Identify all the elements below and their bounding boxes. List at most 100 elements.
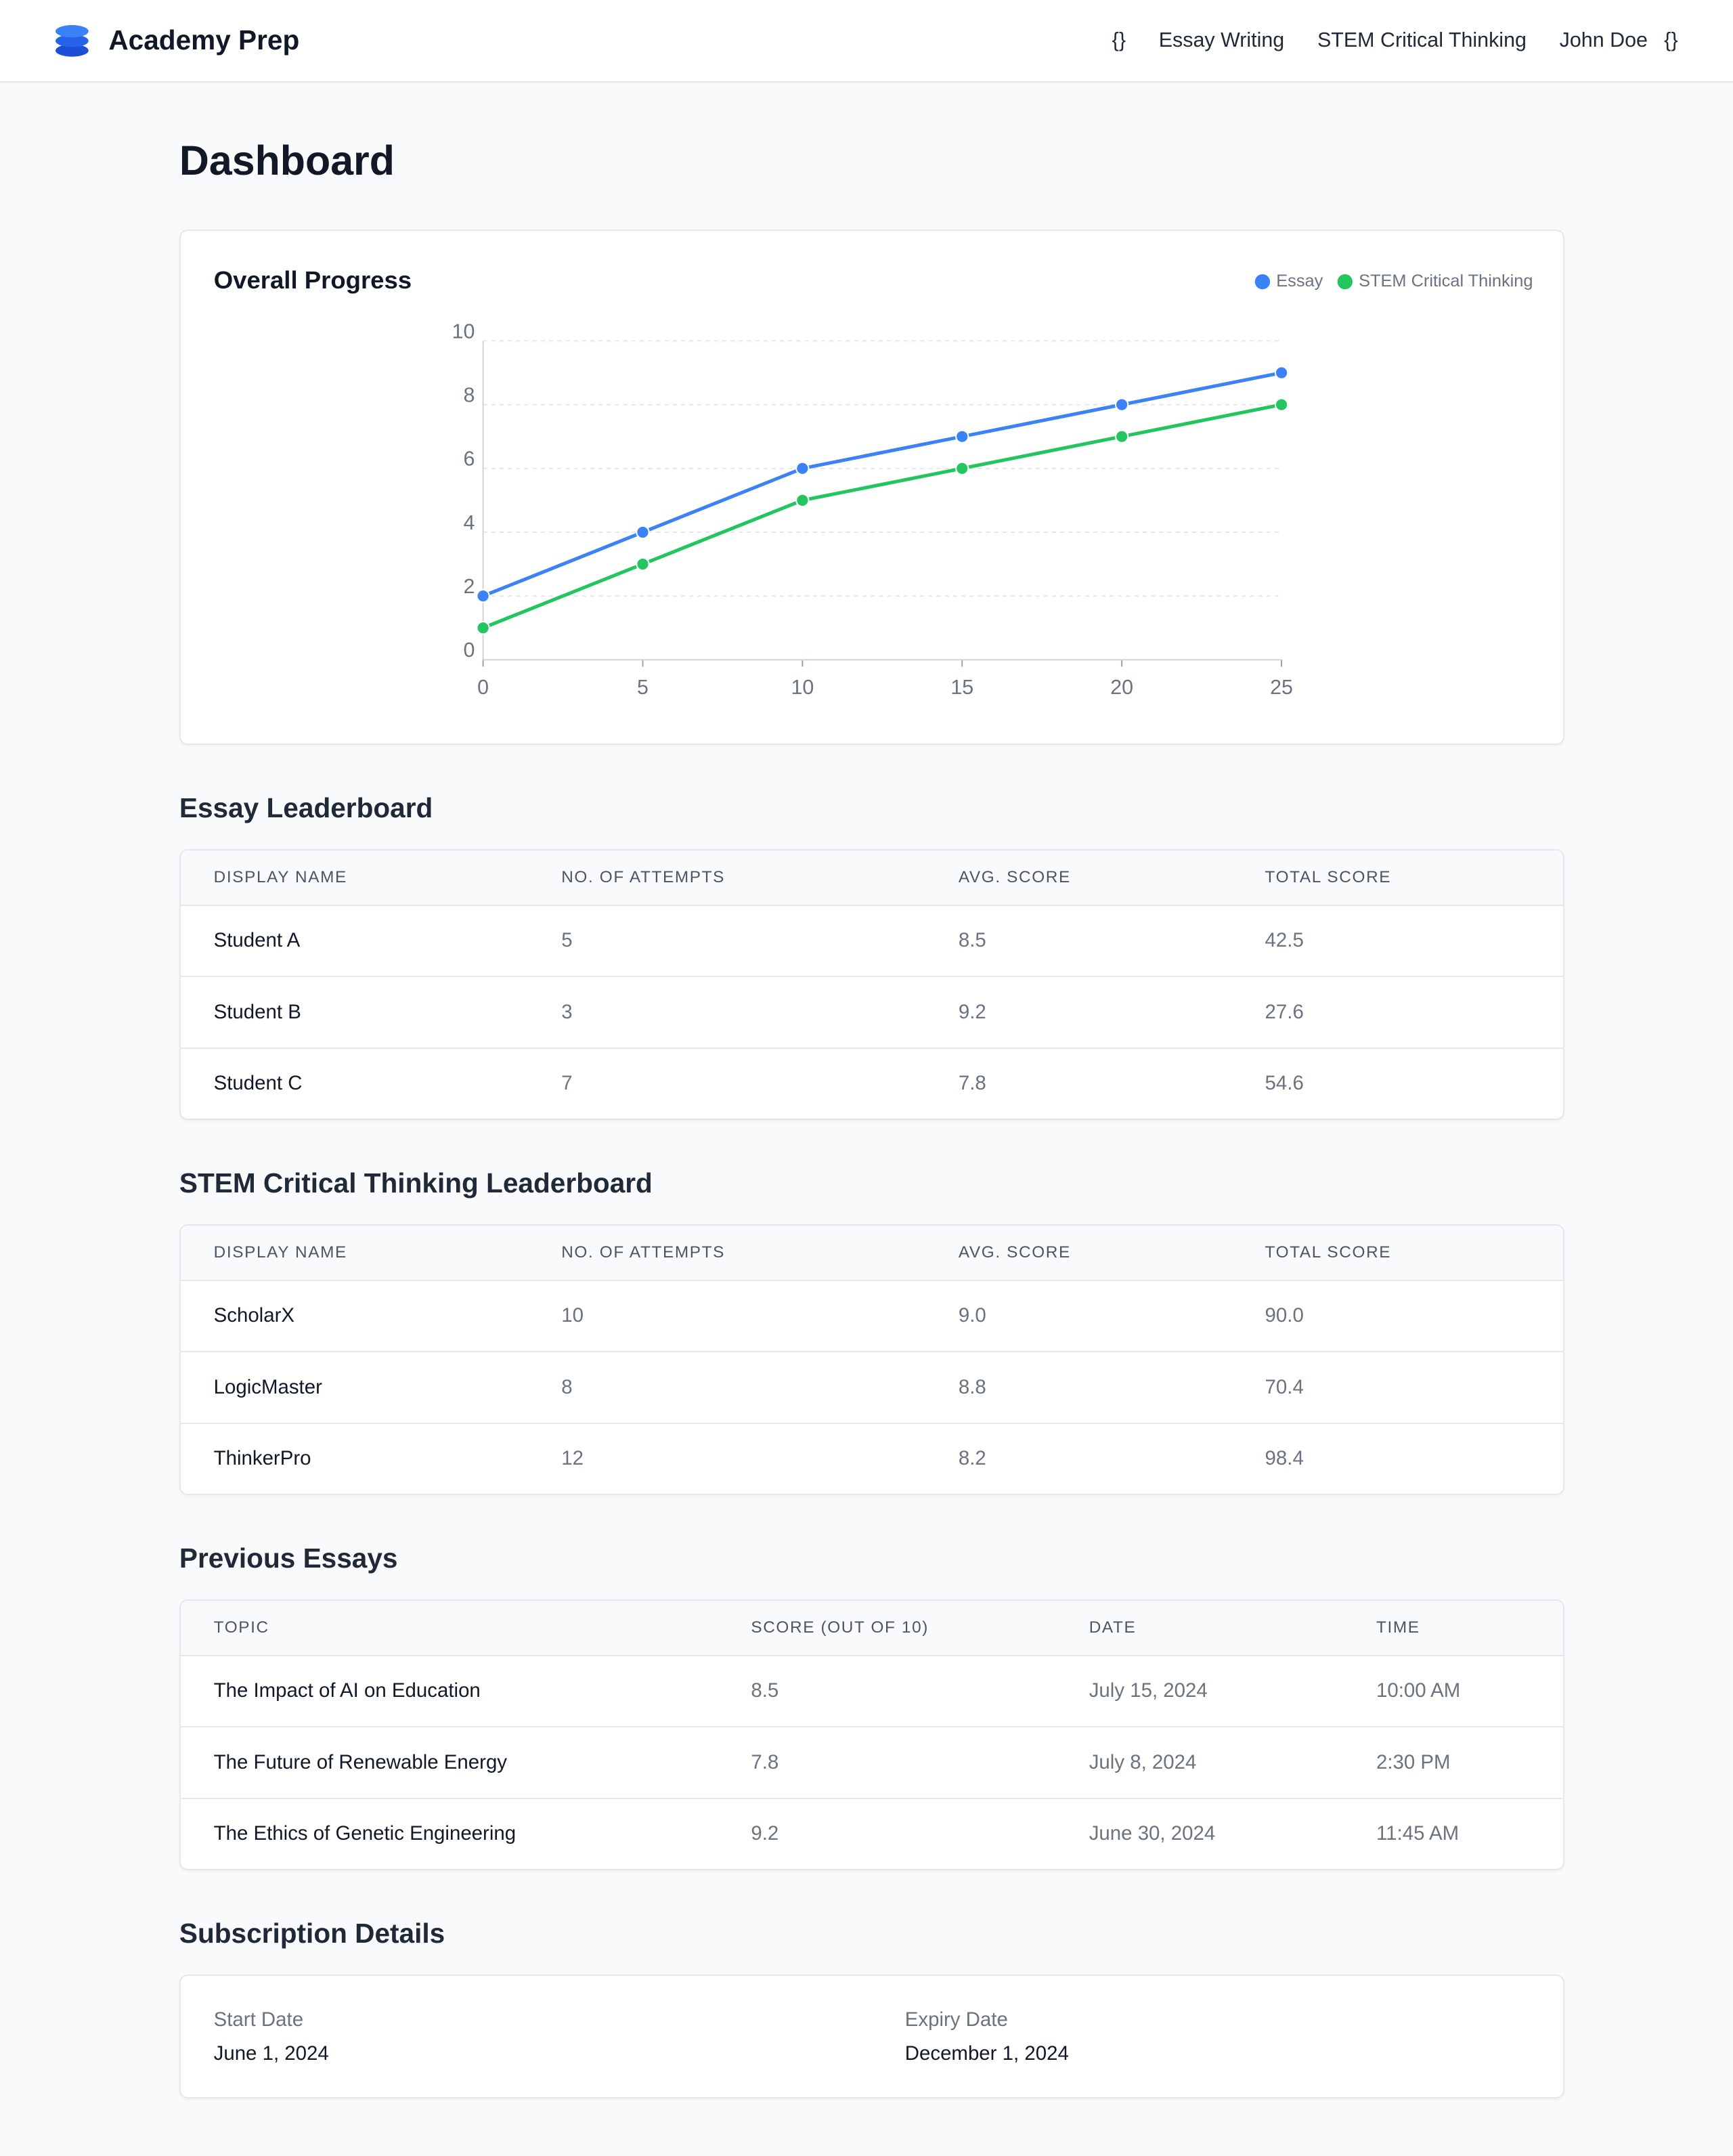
field-value: June 1, 2024 [213,2042,329,2065]
column-header: Time [1343,1601,1564,1656]
table-cell: ScholarX [213,1304,295,1327]
subscription-card: Start Date June 1, 2024 Expiry Date Decembe… [179,1975,1565,2098]
legend-swatch [1337,274,1353,290]
column-header: Avg. Score [925,1226,1232,1281]
table-row: Student A 5 8.5 42.5 [181,905,1563,977]
table-cell: 9.2 [718,1797,1056,1870]
legend-label: STEM Critical Thinking [1359,272,1533,290]
nav: {} Essay Writing STEM Critical Thinking Joh… [1079,28,1678,52]
x-tick-label: 25 [1270,676,1293,699]
table-cell: Student B [180,976,529,1048]
table-cell: 3 [528,976,926,1048]
column-header: Topic [180,1601,718,1656]
table-cell: The Impact of AI on Education [213,1679,481,1702]
subscription-field: Expiry Date December 1, 2024 [872,2008,1563,2065]
main: Dashboard Overall Progress 0 2 4 6 8 10 0 5 10 15… [179,136,1565,2098]
table: Display Name No. of Attempts Avg. Score Tot… [180,1226,1564,1494]
x-tick-label: 20 [1110,676,1133,699]
table-cell: 54.6 [1231,1047,1564,1119]
table-cell: July 15, 2024 [1089,1679,1208,1702]
table-cell: 8.8 [925,1351,1232,1423]
table-cell: 10:00 AM [1376,1679,1461,1702]
y-tick-label: 2 [463,575,475,598]
x-tick-label: 10 [791,676,814,699]
table-cell: 90.0 [1265,1304,1304,1327]
field-value: December 1, 2024 [904,2042,1069,2065]
nav-item[interactable]: John Doe [1559,28,1648,52]
table-card: Display Name No. of Attempts Avg. Score Tot… [179,1224,1565,1496]
nav-item[interactable]: Essay Writing [1158,28,1285,52]
chart: Overall Progress 0 2 4 6 8 10 0 5 10 15 20 25 STEM C… [214,266,1533,699]
table-cell: 9.2 [925,976,1232,1048]
table-cell: 7.8 [925,1047,1232,1119]
table-cell: Student A [213,929,301,952]
y-tick-label: 0 [463,639,475,662]
nav-item[interactable]: {} [1664,28,1678,52]
data-point [795,461,810,475]
data-point [1114,429,1129,444]
table-cell: LogicMaster [180,1351,529,1423]
table-head: Display Name No. of Attempts Avg. Score Tot… [180,850,1564,906]
data-point [795,493,810,507]
data-point [476,621,490,635]
table-cell: 12 [528,1422,926,1494]
table-body: Student A 5 8.5 42.5 Student B 3 9.2 27.6 Studen… [180,905,1564,1119]
section-title: Previous Essays [179,1543,398,1574]
table-row: ScholarX 10 9.0 90.0 [181,1280,1563,1352]
data-point [476,588,490,603]
x-tick-label: 0 [477,676,489,699]
table-row: Student B 3 9.2 27.6 [180,976,1564,1048]
section-title: STEM Critical Thinking Leaderboard [179,1167,653,1199]
table-row: Student C 7 7.8 54.6 [180,1047,1564,1119]
table-cell: 2:30 PM [1343,1726,1564,1798]
subscription-field: Start Date June 1, 2024 [181,2008,872,2065]
table-cell: 7.8 [718,1726,1056,1798]
table-card: Display Name No. of Attempts Avg. Score Tot… [179,849,1565,1121]
table-row: The Impact of AI on Education 8.5 July 15,… [181,1656,1563,1727]
column-header: Score (out of 10) [718,1601,1056,1656]
column-header: Display Name [180,850,529,906]
table: Display Name No. of Attempts Avg. Score Tot… [180,850,1564,1119]
table-head: Topic Score (out of 10) Date Time [180,1601,1564,1656]
data-point [636,557,650,572]
table-cell: 5 [561,929,573,952]
column-header: Avg. Score [925,850,1232,906]
table-card: Topic Score (out of 10) Date Time The Impact… [179,1599,1565,1871]
table-cell: The Ethics of Genetic Engineering [180,1797,718,1870]
data-point [955,461,969,475]
table-cell: Student C [180,1047,529,1119]
table-row: The Future of Renewable Energy 7.8 July 8,… [180,1726,1564,1798]
table-row: The Ethics of Genetic Engineering 9.2 June… [180,1797,1564,1870]
nav-item[interactable]: STEM Critical Thinking [1317,28,1527,52]
table-cell: July 8, 2024 [1056,1726,1344,1798]
header-row: Display Name No. of Attempts Avg. Score Tot… [180,850,1564,906]
brand[interactable]: Academy Prep [108,24,300,56]
header-row: Topic Score (out of 10) Date Time [180,1601,1564,1656]
table-body: ScholarX 10 9.0 90.0 LogicMaster 8 8.8 70.4 Thin… [180,1280,1564,1494]
x-tick-label: 5 [637,676,649,699]
y-tick-label: 6 [463,448,475,471]
table-cell: 42.5 [1265,929,1304,952]
column-header: No. of Attempts [528,1226,926,1281]
top-bar: Academy Prep {} Essay Writing STEM Critica… [0,0,1733,83]
data-point [1274,366,1289,380]
column-header: Display Name [180,1226,529,1281]
chart-title: Overall Progress [214,266,412,294]
x-tick-label: 15 [950,676,973,699]
table-cell: 27.6 [1231,976,1564,1048]
table-row: ThinkerPro 12 8.2 98.4 [180,1422,1564,1494]
nav-item[interactable]: {} [1112,28,1126,52]
series-line [482,403,1282,630]
data-point [955,429,969,444]
table-cell: 8.5 [958,929,986,952]
table-cell: 98.4 [1231,1422,1564,1494]
y-tick-label: 8 [463,383,475,406]
y-tick-label: 10 [452,320,475,343]
table: Topic Score (out of 10) Date Time The Impact… [180,1601,1564,1870]
data-point [636,525,650,540]
section-title: Essay Leaderboard [179,792,433,824]
field-label: Start Date [213,2008,304,2031]
column-header: No. of Attempts [528,850,926,906]
